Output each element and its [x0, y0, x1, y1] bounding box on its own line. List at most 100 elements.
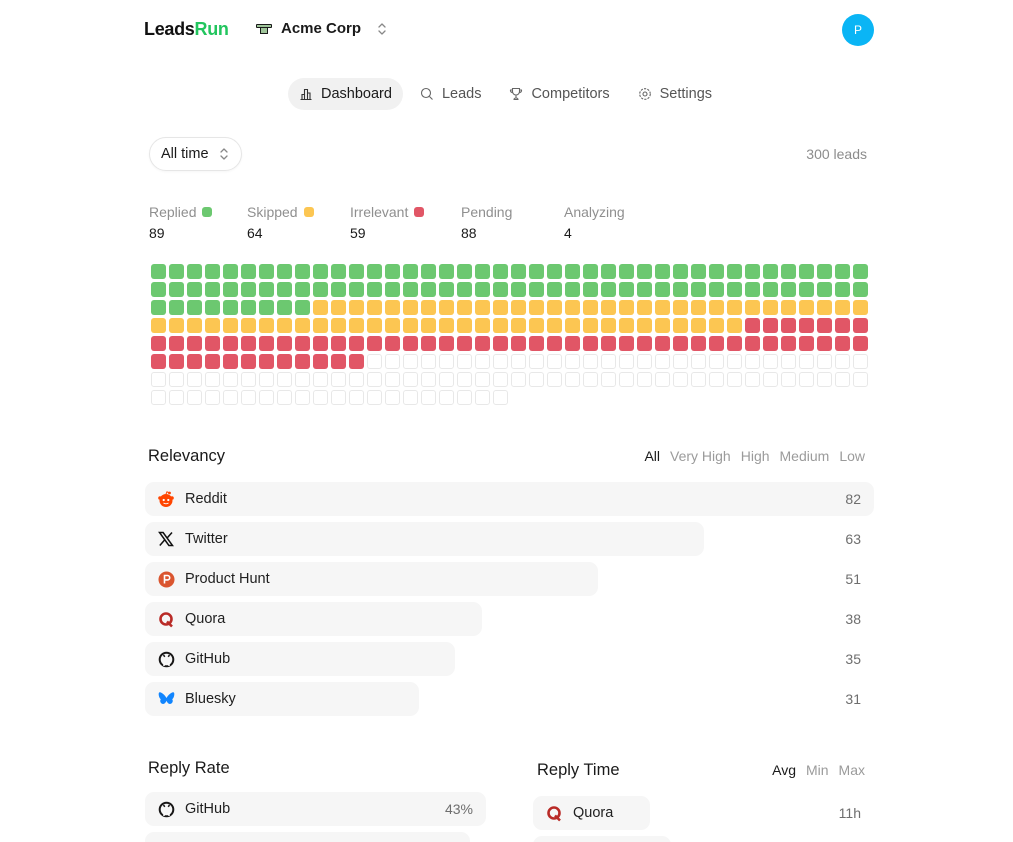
lead-cell-irrelevant[interactable] — [331, 336, 346, 351]
lead-cell-skipped[interactable] — [727, 318, 742, 333]
lead-cell-pending[interactable] — [457, 354, 472, 369]
lead-cell-irrelevant[interactable] — [151, 336, 166, 351]
lead-cell-replied[interactable] — [421, 282, 436, 297]
lead-cell-skipped[interactable] — [151, 318, 166, 333]
lead-cell-pending[interactable] — [475, 354, 490, 369]
reply-time-filter-min[interactable]: Min — [805, 762, 829, 778]
lead-cell-pending[interactable] — [313, 390, 328, 405]
lead-cell-irrelevant[interactable] — [205, 336, 220, 351]
lead-cell-pending[interactable] — [673, 372, 688, 387]
lead-cell-replied[interactable] — [313, 282, 328, 297]
lead-cell-pending[interactable] — [493, 372, 508, 387]
lead-cell-skipped[interactable] — [853, 300, 868, 315]
lead-cell-irrelevant[interactable] — [565, 336, 580, 351]
lead-cell-replied[interactable] — [601, 264, 616, 279]
lead-cell-replied[interactable] — [151, 300, 166, 315]
lead-cell-pending[interactable] — [241, 390, 256, 405]
lead-cell-irrelevant[interactable] — [349, 354, 364, 369]
lead-cell-skipped[interactable] — [457, 318, 472, 333]
lead-cell-pending[interactable] — [637, 372, 652, 387]
lead-cell-skipped[interactable] — [691, 300, 706, 315]
lead-cell-skipped[interactable] — [313, 300, 328, 315]
lead-cell-replied[interactable] — [619, 264, 634, 279]
lead-cell-pending[interactable] — [817, 372, 832, 387]
lead-cell-pending[interactable] — [511, 354, 526, 369]
lead-cell-skipped[interactable] — [709, 318, 724, 333]
lead-cell-pending[interactable] — [241, 372, 256, 387]
lead-cell-skipped[interactable] — [637, 318, 652, 333]
relevancy-filter-all[interactable]: All — [644, 448, 661, 464]
lead-cell-irrelevant[interactable] — [853, 336, 868, 351]
lead-cell-irrelevant[interactable] — [709, 336, 724, 351]
lead-cell-replied[interactable] — [763, 264, 778, 279]
lead-cell-skipped[interactable] — [601, 318, 616, 333]
lead-cell-replied[interactable] — [241, 300, 256, 315]
lead-cell-replied[interactable] — [493, 264, 508, 279]
lead-cell-irrelevant[interactable] — [241, 336, 256, 351]
lead-cell-replied[interactable] — [853, 264, 868, 279]
lead-cell-skipped[interactable] — [241, 318, 256, 333]
lead-cell-skipped[interactable] — [673, 300, 688, 315]
lead-cell-skipped[interactable] — [187, 318, 202, 333]
lead-cell-pending[interactable] — [421, 390, 436, 405]
lead-cell-replied[interactable] — [295, 300, 310, 315]
lead-cell-replied[interactable] — [277, 300, 292, 315]
lead-cell-replied[interactable] — [295, 264, 310, 279]
lead-cell-pending[interactable] — [277, 372, 292, 387]
lead-cell-replied[interactable] — [799, 264, 814, 279]
lead-cell-irrelevant[interactable] — [403, 336, 418, 351]
lead-cell-replied[interactable] — [457, 282, 472, 297]
org-switcher[interactable]: Acme Corp — [256, 20, 387, 37]
lead-cell-replied[interactable] — [655, 264, 670, 279]
lead-cell-skipped[interactable] — [763, 300, 778, 315]
lead-cell-pending[interactable] — [259, 390, 274, 405]
lead-cell-pending[interactable] — [547, 372, 562, 387]
lead-cell-replied[interactable] — [853, 282, 868, 297]
relevancy-row-reddit[interactable]: Reddit 82 — [145, 482, 874, 516]
lead-cell-pending[interactable] — [151, 372, 166, 387]
lead-cell-pending[interactable] — [619, 372, 634, 387]
lead-cell-pending[interactable] — [385, 354, 400, 369]
lead-cell-skipped[interactable] — [547, 318, 562, 333]
lead-cell-pending[interactable] — [349, 372, 364, 387]
lead-cell-irrelevant[interactable] — [385, 336, 400, 351]
lead-cell-replied[interactable] — [601, 282, 616, 297]
lead-cell-irrelevant[interactable] — [511, 336, 526, 351]
lead-cell-pending[interactable] — [691, 354, 706, 369]
tab-dashboard[interactable]: Dashboard — [288, 78, 403, 110]
tab-leads[interactable]: Leads — [409, 78, 493, 110]
lead-cell-pending[interactable] — [511, 372, 526, 387]
lead-cell-pending[interactable] — [295, 390, 310, 405]
lead-cell-replied[interactable] — [709, 282, 724, 297]
lead-cell-pending[interactable] — [205, 372, 220, 387]
lead-cell-skipped[interactable] — [367, 318, 382, 333]
lead-cell-pending[interactable] — [547, 354, 562, 369]
lead-cell-irrelevant[interactable] — [781, 318, 796, 333]
lead-cell-skipped[interactable] — [745, 300, 760, 315]
lead-cell-replied[interactable] — [511, 282, 526, 297]
lead-cell-irrelevant[interactable] — [547, 336, 562, 351]
lead-cell-irrelevant[interactable] — [151, 354, 166, 369]
lead-cell-pending[interactable] — [223, 372, 238, 387]
lead-cell-replied[interactable] — [331, 282, 346, 297]
lead-cell-replied[interactable] — [223, 264, 238, 279]
lead-cell-skipped[interactable] — [511, 300, 526, 315]
lead-cell-skipped[interactable] — [691, 318, 706, 333]
lead-cell-pending[interactable] — [745, 372, 760, 387]
lead-cell-skipped[interactable] — [655, 300, 670, 315]
lead-cell-irrelevant[interactable] — [727, 336, 742, 351]
lead-cell-skipped[interactable] — [421, 318, 436, 333]
lead-cell-replied[interactable] — [727, 282, 742, 297]
lead-cell-pending[interactable] — [853, 354, 868, 369]
lead-cell-skipped[interactable] — [457, 300, 472, 315]
lead-cell-skipped[interactable] — [367, 300, 382, 315]
lead-cell-replied[interactable] — [637, 282, 652, 297]
lead-cell-irrelevant[interactable] — [799, 336, 814, 351]
lead-cell-replied[interactable] — [223, 300, 238, 315]
lead-cell-pending[interactable] — [601, 354, 616, 369]
lead-cell-pending[interactable] — [727, 354, 742, 369]
lead-cell-replied[interactable] — [565, 282, 580, 297]
lead-cell-irrelevant[interactable] — [277, 336, 292, 351]
lead-cell-pending[interactable] — [385, 372, 400, 387]
lead-cell-pending[interactable] — [421, 354, 436, 369]
